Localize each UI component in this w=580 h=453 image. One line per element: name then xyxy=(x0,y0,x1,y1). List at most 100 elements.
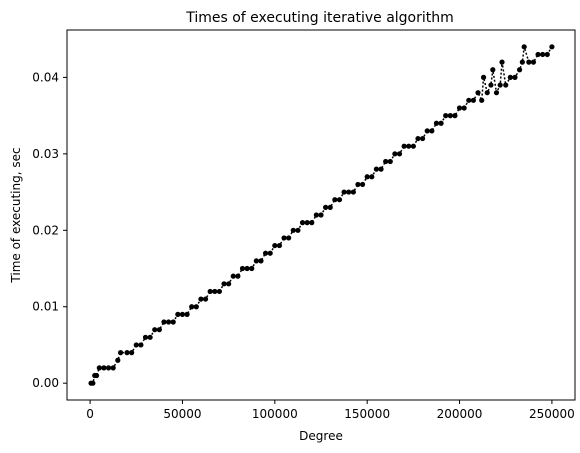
data-point xyxy=(364,174,370,180)
x-tick-label: 200000 xyxy=(437,407,483,421)
x-tick-label: 250000 xyxy=(529,407,575,421)
data-point xyxy=(327,204,333,210)
data-point xyxy=(267,250,273,256)
data-point xyxy=(272,242,278,249)
data-point xyxy=(179,311,186,317)
data-point xyxy=(216,288,222,295)
data-point xyxy=(470,97,476,103)
data-point xyxy=(138,342,144,348)
data-point xyxy=(415,135,421,142)
data-point xyxy=(406,143,412,149)
data-point xyxy=(499,59,505,65)
data-point xyxy=(443,113,449,119)
data-point xyxy=(253,258,259,264)
data-point xyxy=(290,227,296,233)
data-point xyxy=(221,281,227,287)
data-point xyxy=(503,82,509,88)
data-point xyxy=(424,128,430,134)
axes-frame xyxy=(66,29,576,401)
data-point xyxy=(530,59,537,65)
data-point xyxy=(480,74,487,80)
data-point xyxy=(249,265,255,272)
data-point xyxy=(124,350,130,356)
data-point xyxy=(378,166,384,172)
data-point xyxy=(341,189,347,195)
data-point xyxy=(401,143,407,149)
y-tick-label: 0.02 xyxy=(32,223,59,237)
data-point xyxy=(115,357,121,363)
data-point xyxy=(336,197,343,203)
data-point xyxy=(429,128,435,134)
data-point xyxy=(129,350,135,356)
y-axis-label: Time of executing, sec xyxy=(9,147,23,283)
data-point xyxy=(355,181,361,188)
y-tick-label: 0.01 xyxy=(32,300,59,314)
data-point xyxy=(286,235,292,241)
data-point xyxy=(212,288,218,295)
chart-title: Times of executing iterative algorithm xyxy=(185,10,454,26)
data-point xyxy=(323,204,329,210)
data-point xyxy=(133,342,139,348)
data-point xyxy=(490,67,496,73)
data-point xyxy=(318,212,324,218)
data-point xyxy=(226,281,232,287)
data-point xyxy=(304,220,310,226)
data-point xyxy=(202,296,209,302)
data-point xyxy=(521,44,527,50)
data-point xyxy=(447,113,453,119)
data-point xyxy=(540,51,546,58)
data-point xyxy=(189,304,195,310)
data-point xyxy=(535,51,541,58)
data-point xyxy=(198,296,204,302)
data-point xyxy=(295,227,301,233)
data-point xyxy=(193,304,199,310)
data-point xyxy=(452,113,458,119)
data-point xyxy=(475,90,481,96)
data-point xyxy=(147,334,153,340)
data-point xyxy=(346,189,352,195)
data-point xyxy=(507,74,513,80)
data-point xyxy=(392,151,398,157)
data-point xyxy=(387,158,393,165)
data-point xyxy=(276,242,283,249)
data-point xyxy=(369,174,375,180)
data-point xyxy=(110,365,116,371)
data-point xyxy=(156,327,162,333)
data-point xyxy=(493,90,500,96)
data-point xyxy=(549,44,555,50)
x-tick-label: 50000 xyxy=(163,407,201,421)
x-tick-label: 100000 xyxy=(252,407,298,421)
data-point xyxy=(262,250,269,256)
data-point xyxy=(420,135,426,142)
data-point xyxy=(235,273,241,279)
x-axis-label: Degree xyxy=(299,429,343,443)
y-tick-label: 0.00 xyxy=(32,376,59,390)
data-point xyxy=(117,350,124,356)
x-axis: 0 50000 100000 150000 200000 250000 xyxy=(86,400,575,421)
data-point xyxy=(170,319,176,325)
data-point xyxy=(359,181,366,188)
data-point xyxy=(90,380,96,386)
x-tick-label: 150000 xyxy=(344,407,390,421)
y-axis: 0.00 0.01 0.02 0.03 0.04 xyxy=(32,70,67,390)
data-point xyxy=(350,189,356,195)
data-point xyxy=(544,51,550,58)
data-point xyxy=(512,74,518,80)
data-point xyxy=(373,166,380,172)
data-point xyxy=(497,82,503,88)
data-point xyxy=(516,67,523,73)
data-point xyxy=(484,90,490,96)
data-point xyxy=(383,158,389,165)
data-point xyxy=(526,59,532,65)
data-point xyxy=(105,365,112,371)
y-tick-label: 0.03 xyxy=(32,147,59,161)
data-point xyxy=(332,197,338,203)
data-point xyxy=(309,220,315,226)
data-point xyxy=(299,220,306,226)
plot-area xyxy=(88,44,555,386)
data-point xyxy=(230,273,236,279)
data-point xyxy=(161,319,167,325)
data-point xyxy=(396,151,403,157)
data-point xyxy=(207,288,213,295)
data-point xyxy=(142,334,149,340)
